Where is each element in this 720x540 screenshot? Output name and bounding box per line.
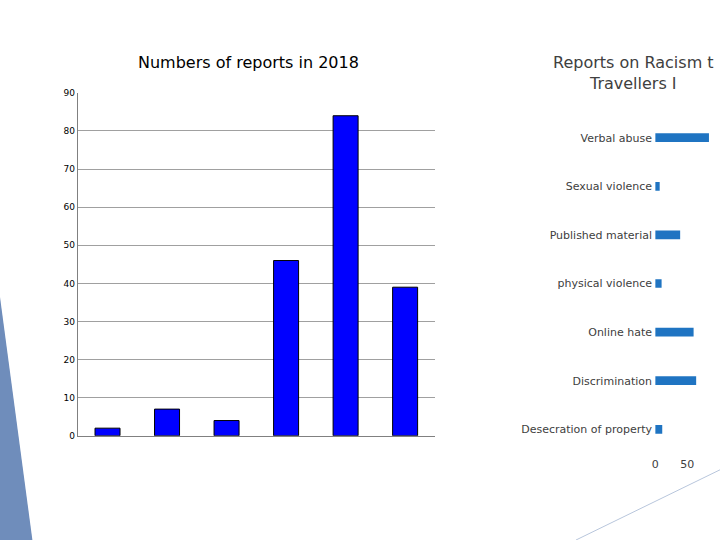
svg-text:40: 40 (64, 279, 76, 289)
svg-text:Sexual violence: Sexual violence (566, 180, 652, 193)
svg-text:Reports on Racism tTravellers: Reports on Racism tTravellers I (553, 53, 714, 93)
svg-text:50: 50 (680, 458, 694, 471)
svg-text:physical violence: physical violence (558, 277, 653, 290)
svg-text:30: 30 (64, 317, 76, 327)
svg-text:60: 60 (64, 202, 76, 212)
svg-text:10: 10 (64, 393, 76, 403)
svg-text:Online hate: Online hate (588, 326, 652, 339)
svg-text:70: 70 (64, 164, 76, 174)
svg-text:Numbers of reports in 2018: Numbers of reports in 2018 (138, 53, 359, 72)
svg-text:Verbal abuse: Verbal abuse (581, 132, 653, 145)
svg-text:20: 20 (64, 355, 76, 365)
svg-text:Discrimination: Discrimination (573, 375, 652, 388)
svg-text:50: 50 (64, 240, 76, 250)
svg-text:0: 0 (652, 458, 659, 471)
svg-text:80: 80 (64, 126, 76, 136)
svg-text:90: 90 (64, 88, 76, 98)
svg-text:Published material: Published material (550, 229, 652, 242)
svg-text:Desecration of property: Desecration of property (521, 423, 652, 436)
svg-text:0: 0 (69, 431, 75, 441)
